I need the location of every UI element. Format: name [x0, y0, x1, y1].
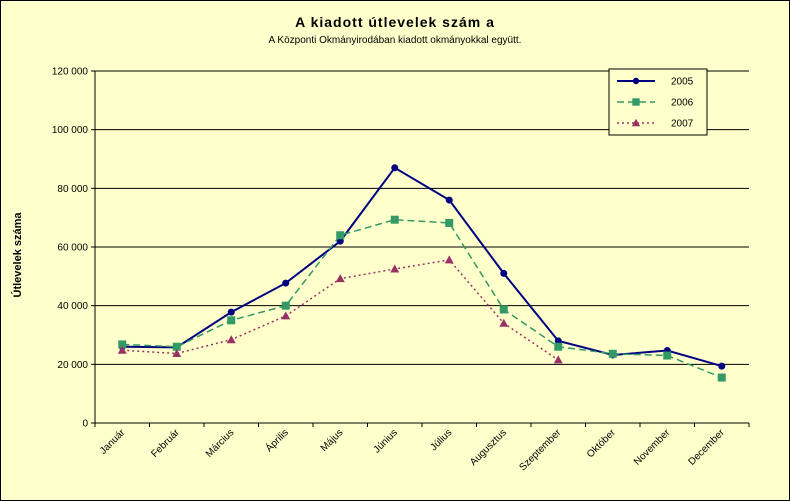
- data-point: [282, 279, 290, 287]
- y-tick-label: 80 000: [57, 184, 88, 195]
- x-tick-label: Szeptember: [517, 427, 563, 473]
- y-tick-label: 40 000: [57, 301, 88, 312]
- y-tick-label: 100 000: [52, 125, 89, 136]
- legend: 2005 2006 2007: [608, 68, 708, 136]
- x-tick-label: Január: [98, 427, 128, 457]
- series-line: [122, 166, 723, 368]
- legend-label: 2007: [671, 119, 694, 130]
- data-point: [172, 342, 181, 351]
- data-point: [632, 98, 640, 106]
- x-tick-label: Április: [262, 426, 290, 454]
- data-point: [391, 164, 399, 172]
- data-point: [390, 215, 399, 224]
- data-point: [554, 342, 563, 351]
- data-point: [554, 337, 562, 345]
- data-point: [717, 373, 726, 382]
- data-point: [608, 349, 617, 358]
- data-point: [172, 348, 182, 357]
- data-point: [718, 362, 726, 370]
- data-point: [632, 77, 640, 85]
- data-point: [336, 237, 344, 245]
- data-point: [390, 264, 400, 273]
- y-tick-label: 60 000: [57, 243, 88, 254]
- data-point: [336, 231, 345, 240]
- legend-item: 2005: [617, 77, 694, 88]
- x-tick-label: Június: [372, 427, 400, 455]
- x-tick-label: Október: [585, 427, 618, 460]
- data-point: [226, 335, 236, 344]
- legend-item: 2006: [617, 98, 694, 109]
- data-point: [553, 355, 563, 364]
- data-point: [281, 311, 291, 320]
- data-point: [118, 340, 127, 349]
- x-tick-label: December: [686, 427, 727, 468]
- data-point: [445, 196, 453, 204]
- data-point: [281, 301, 290, 310]
- series-2006: [118, 215, 726, 382]
- y-tick-label: 20 000: [57, 360, 88, 371]
- x-tick-label: Február: [149, 427, 182, 460]
- y-tick-label: 0: [82, 419, 88, 430]
- legend-item: 2007: [617, 119, 694, 130]
- legend-label: 2005: [671, 77, 694, 88]
- data-point: [444, 255, 454, 264]
- x-tick-label: November: [632, 427, 673, 468]
- data-point: [117, 345, 127, 354]
- data-point: [445, 218, 454, 227]
- data-point: [227, 308, 235, 316]
- data-point: [227, 316, 236, 325]
- x-tick-label: Március: [204, 427, 237, 460]
- series-line: [122, 218, 723, 379]
- x-tick-label: Augusztus: [468, 427, 509, 468]
- data-point: [500, 269, 508, 277]
- x-tick-label: Július: [429, 427, 455, 453]
- series-2007: [117, 255, 563, 364]
- legend-label: 2006: [671, 98, 694, 109]
- chart-subtitle: A Központi Okmányirodában kiadott okmány…: [268, 35, 522, 46]
- x-tick-label: Május: [319, 427, 346, 454]
- data-point: [631, 118, 641, 127]
- data-point: [499, 305, 508, 314]
- y-tick-label: 120 000: [52, 67, 89, 78]
- chart-title: A kiadott útlevelek szám a: [295, 14, 495, 30]
- data-point: [335, 274, 345, 283]
- data-point: [663, 351, 672, 360]
- data-point: [499, 318, 509, 327]
